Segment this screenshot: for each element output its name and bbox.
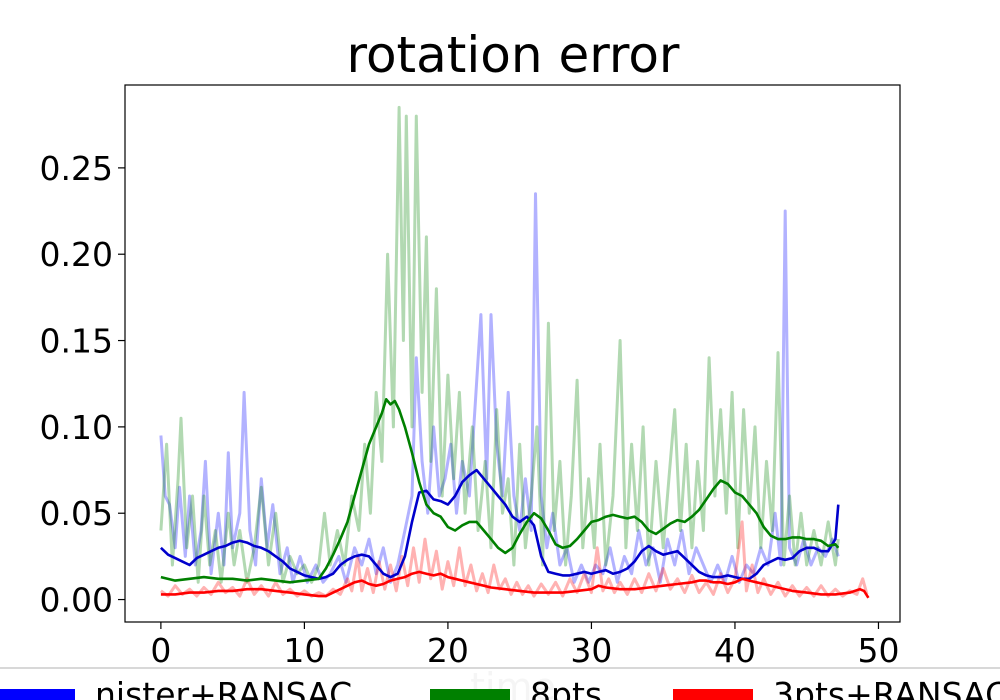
x-tick-label: 0 [150, 631, 171, 670]
x-tick-label: 50 [857, 631, 899, 670]
x-tick-label: 20 [427, 631, 469, 670]
chart-title: rotation error [346, 26, 679, 84]
series-line-nister-ransac-raw [159, 192, 840, 584]
legend-swatch-8pts [430, 689, 510, 700]
x-tick-label: 40 [714, 631, 756, 670]
y-tick-label: 0.10 [40, 408, 113, 447]
series-line-8pts-raw [159, 105, 840, 584]
plot-frame [124, 84, 901, 623]
legend-swatch-nister-ransac [0, 689, 75, 700]
legend-label-nister-ransac: nister+RANSAC [95, 675, 352, 700]
y-tick-label: 0.25 [40, 149, 113, 188]
y-tick-label: 0.15 [40, 322, 113, 361]
y-tick-label: 0.05 [40, 494, 113, 533]
legend-swatch-3pts-ransac [673, 689, 753, 700]
x-tick-label: 30 [570, 631, 612, 670]
axes: 0 10 20 30 40 50 0.00 0.05 0.10 0.15 0.20 0.25 [40, 84, 901, 670]
series-line-3pts-ransac-raw [160, 520, 869, 598]
x-tick-label: 10 [283, 631, 325, 670]
series-line-3pts-ransac-smoothed [160, 570, 870, 599]
legend-label-3pts-ransac: 3pts+RANSAC [773, 675, 1000, 700]
series-line-8pts-smoothed [160, 398, 840, 584]
series-line-nister-ransac-smoothed [160, 468, 840, 581]
series-layer [159, 105, 870, 599]
y-tick-label: 0.20 [40, 235, 113, 274]
y-tick-label: 0.00 [40, 581, 113, 620]
legend-label-8pts: 8pts [530, 675, 602, 700]
legend: nister+RANSAC 8pts 3pts+RANSAC [0, 667, 1000, 700]
